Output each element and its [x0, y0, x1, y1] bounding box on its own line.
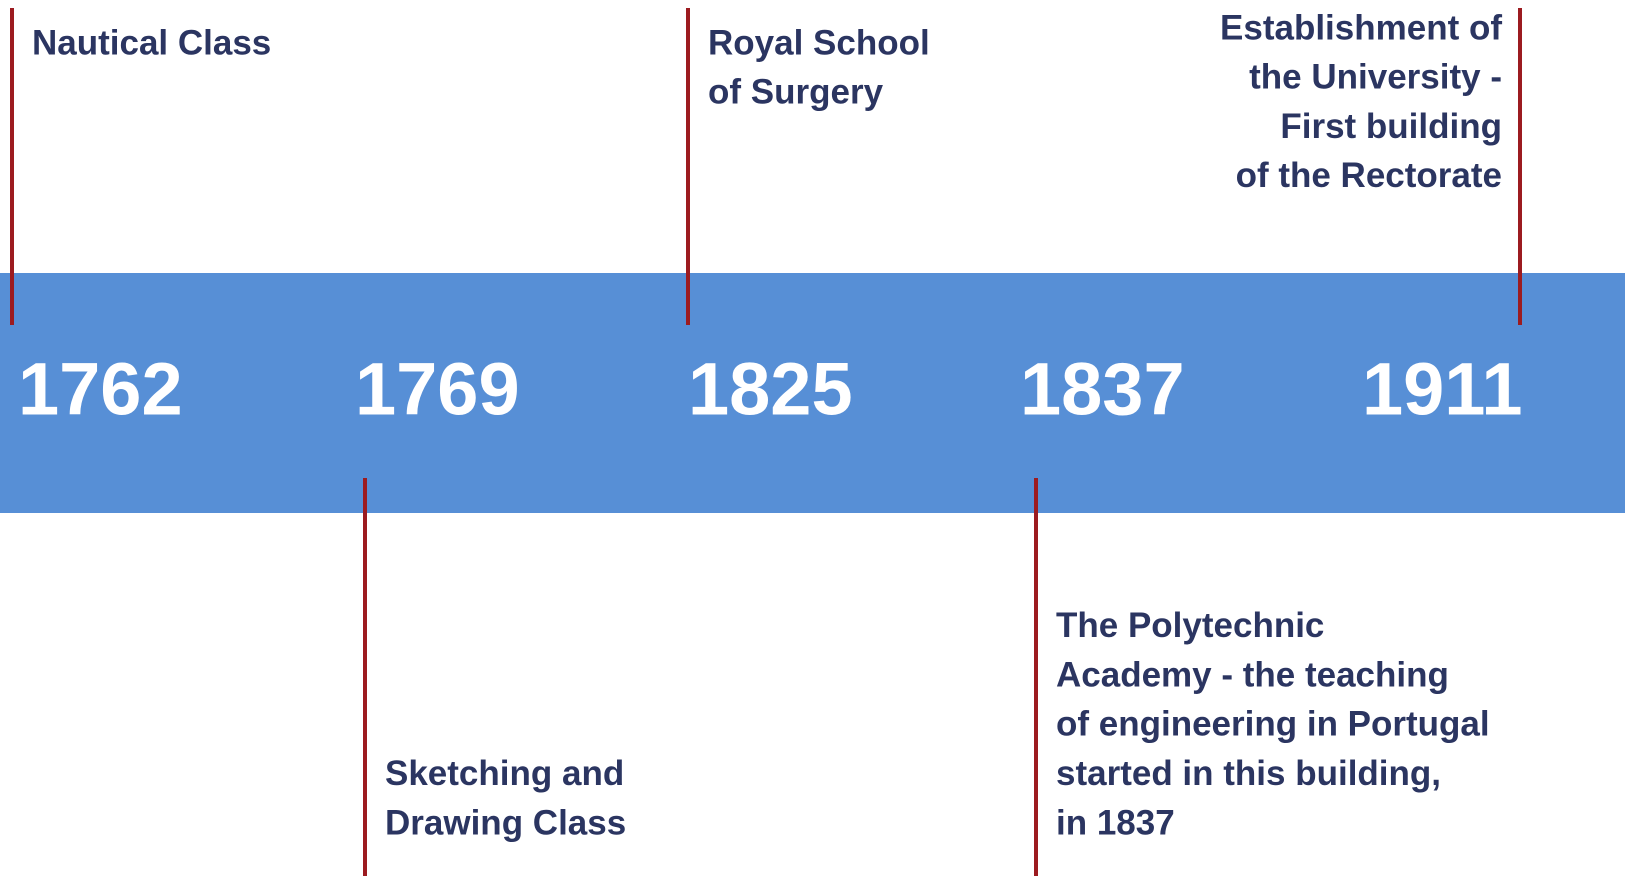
event-label: of the Rectorate: [1236, 156, 1502, 195]
year-label: 1762: [18, 348, 183, 431]
event-label: The Polytechnic: [1056, 606, 1324, 645]
year-label: 1837: [1020, 348, 1185, 431]
event-label: started in this building,: [1056, 754, 1441, 793]
year-label: 1911: [1362, 348, 1523, 431]
event-label: Academy - the teaching: [1056, 655, 1449, 694]
event-label: in 1837: [1056, 803, 1175, 842]
event-label: Sketching and: [385, 754, 624, 793]
event-label: of Surgery: [708, 73, 884, 112]
event-label: Royal School: [708, 23, 930, 62]
timeline-band: [0, 273, 1625, 513]
event-label: of engineering in Portugal: [1056, 705, 1490, 744]
year-label: 1825: [688, 348, 853, 431]
event-label: Drawing Class: [385, 803, 626, 842]
event-label: Establishment of: [1220, 8, 1502, 47]
event-label: First building: [1280, 107, 1502, 146]
event-label: the University -: [1249, 58, 1502, 97]
year-label: 1769: [355, 348, 520, 431]
event-label: Nautical Class: [32, 23, 271, 62]
